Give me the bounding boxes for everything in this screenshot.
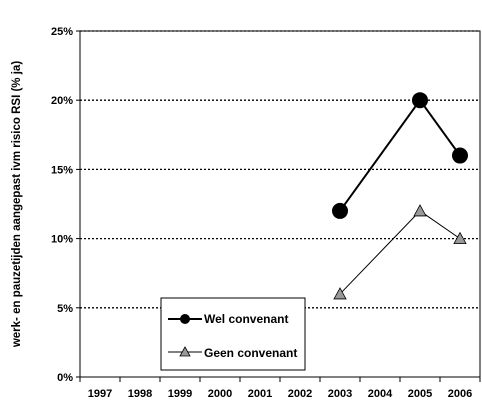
data-point: [452, 147, 468, 164]
legend-marker-geen: [179, 346, 191, 357]
legend: Wel convenant Geen convenant: [160, 297, 306, 371]
data-point: [332, 202, 348, 219]
x-tick-label: 2001: [248, 388, 272, 400]
x-tick-label: 2006: [448, 388, 472, 400]
legend-marker-wel: [180, 314, 190, 324]
legend-box: [160, 297, 306, 371]
y-tick-label: 0%: [57, 372, 73, 384]
series-group: [332, 92, 468, 300]
y-tick-label: 25%: [51, 26, 73, 38]
y-tick-label: 20%: [51, 95, 73, 107]
y-tick-label: 5%: [57, 303, 73, 315]
data-point: [412, 92, 428, 109]
x-tick-label: 2000: [208, 388, 232, 400]
x-tick-label: 1998: [128, 388, 152, 400]
data-point: [453, 231, 467, 245]
x-tick-label: 1999: [168, 388, 192, 400]
legend-label-geen: Geen convenant: [204, 346, 297, 360]
y-axis-label: werk- en pauzetijden aangepast ivm risic…: [11, 61, 23, 348]
x-tick-label: 2002: [288, 388, 312, 400]
x-tick-label: 2004: [368, 388, 393, 400]
y-tick-label: 15%: [51, 164, 73, 176]
data-point: [333, 287, 347, 300]
x-tick-label: 2003: [328, 388, 352, 400]
legend-label-wel: Wel convenant: [204, 312, 288, 326]
x-tick-label: 2005: [408, 388, 432, 400]
y-axis-ticks: 0% 5% 10% 15% 20% 25%: [51, 26, 80, 384]
y-tick-label: 10%: [51, 234, 73, 246]
data-point: [413, 204, 427, 217]
x-axis-ticks: 1997 1998 1999 2000 2001 2002 2003 2004 2005 2006: [79, 377, 481, 400]
x-tick-label: 1997: [88, 388, 112, 400]
